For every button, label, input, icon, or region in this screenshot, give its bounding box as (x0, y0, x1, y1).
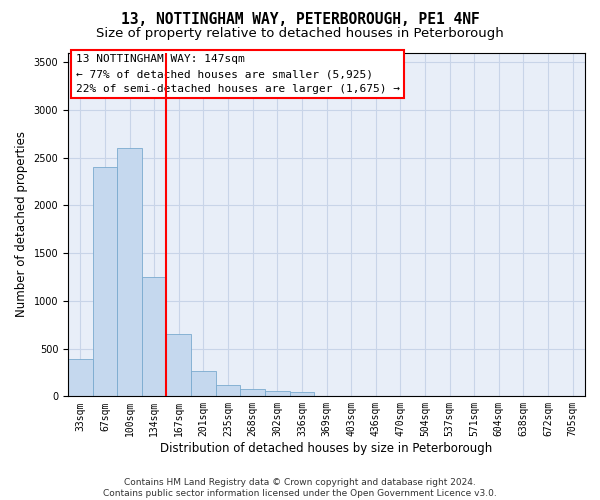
Bar (92, 167, 117, 396)
Bar (68, 359, 92, 397)
Bar (117, 148, 142, 396)
Bar (166, 334, 191, 396)
Bar (191, 370, 216, 396)
Bar (265, 390, 290, 396)
Bar (216, 385, 241, 396)
Text: Contains HM Land Registry data © Crown copyright and database right 2024.
Contai: Contains HM Land Registry data © Crown c… (103, 478, 497, 498)
X-axis label: Distribution of detached houses by size in Peterborough: Distribution of detached houses by size … (160, 442, 493, 455)
Bar (241, 389, 265, 396)
Bar (290, 392, 314, 396)
Text: 13, NOTTINGHAM WAY, PETERBOROUGH, PE1 4NF: 13, NOTTINGHAM WAY, PETERBOROUGH, PE1 4N… (121, 12, 479, 28)
Bar (142, 277, 166, 396)
Text: Size of property relative to detached houses in Peterborough: Size of property relative to detached ho… (96, 28, 504, 40)
Text: 13 NOTTINGHAM WAY: 147sqm
← 77% of detached houses are smaller (5,925)
22% of se: 13 NOTTINGHAM WAY: 147sqm ← 77% of detac… (76, 54, 400, 94)
Y-axis label: Number of detached properties: Number of detached properties (15, 132, 28, 318)
